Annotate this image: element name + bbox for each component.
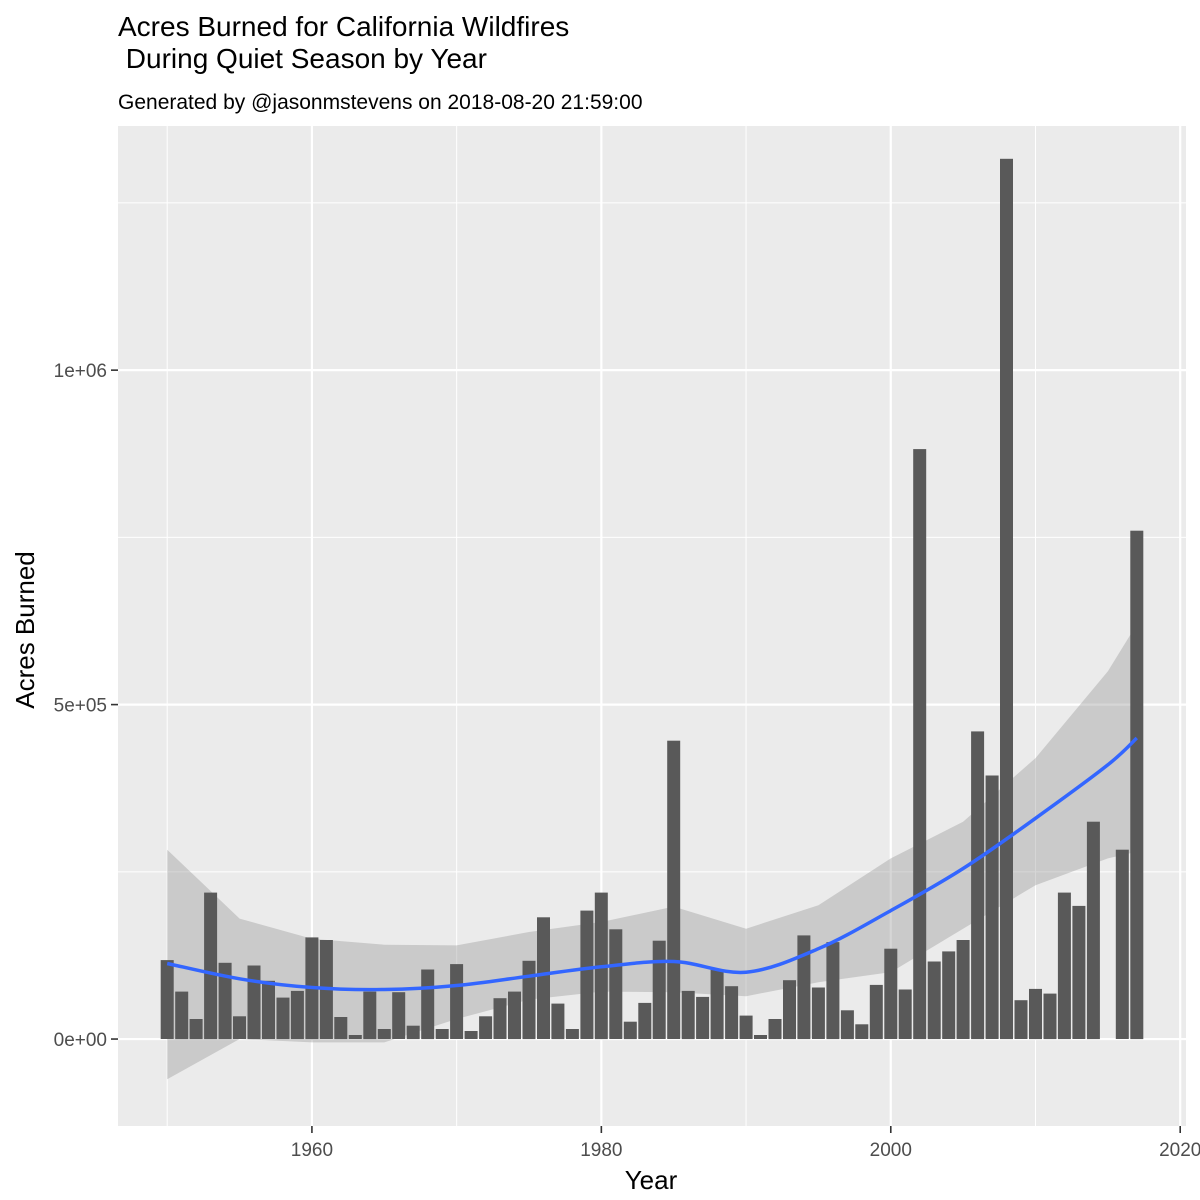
bar-1977 bbox=[551, 1003, 565, 1040]
bar-2003 bbox=[927, 961, 941, 1040]
bar-2000 bbox=[884, 948, 898, 1039]
bar-1969 bbox=[435, 1029, 449, 1039]
x-tick-label: 2000 bbox=[870, 1140, 912, 1161]
bar-2006 bbox=[971, 731, 985, 1040]
bar-1996 bbox=[826, 942, 840, 1040]
bar-1962 bbox=[334, 1017, 348, 1040]
bar-1950 bbox=[160, 960, 174, 1039]
bar-1987 bbox=[696, 996, 710, 1039]
bar-1990 bbox=[739, 1015, 753, 1039]
y-tick-label: 5e+05 bbox=[54, 696, 107, 717]
y-axis-title: Acres Burned bbox=[10, 551, 40, 709]
bar-2008 bbox=[1000, 158, 1013, 1040]
bar-1998 bbox=[855, 1024, 869, 1039]
bar-2017 bbox=[1130, 530, 1144, 1040]
bar-1963 bbox=[348, 1035, 362, 1039]
bar-1973 bbox=[493, 998, 507, 1039]
bar-1984 bbox=[652, 940, 666, 1039]
bar-2002 bbox=[913, 449, 927, 1040]
bar-1988 bbox=[710, 969, 724, 1040]
y-tick-label: 1e+06 bbox=[54, 361, 107, 382]
bar-1986 bbox=[681, 990, 695, 1040]
bar-1976 bbox=[537, 917, 550, 1039]
bar-2005 bbox=[956, 940, 970, 1039]
smooth-trend-line bbox=[166, 736, 1139, 992]
bar-2001 bbox=[898, 989, 912, 1039]
bar-1985 bbox=[667, 740, 681, 1039]
bar-1954 bbox=[218, 962, 232, 1040]
bar-1979 bbox=[580, 910, 594, 1039]
bar-2012 bbox=[1057, 892, 1071, 1040]
bar-1956 bbox=[247, 965, 261, 1040]
bar-1953 bbox=[204, 892, 218, 1040]
bar-1974 bbox=[508, 991, 521, 1040]
x-tick-label: 2020 bbox=[1159, 1140, 1200, 1161]
bar-1951 bbox=[175, 991, 189, 1040]
chart-title-line-1: Acres Burned for California Wildfires bbox=[118, 11, 570, 42]
bar-1991 bbox=[754, 1035, 767, 1039]
bar-1995 bbox=[811, 987, 825, 1039]
bar-1978 bbox=[565, 1029, 579, 1039]
axes-layer: 1960 1980 2000 2020 0e+00 5e+05 1e+06 bbox=[54, 361, 1200, 1161]
bar-1972 bbox=[479, 1016, 493, 1039]
bar-2009 bbox=[1014, 1000, 1028, 1039]
bar-1970 bbox=[450, 964, 464, 1039]
bar-1958 bbox=[276, 997, 290, 1040]
bar-1975 bbox=[522, 960, 536, 1040]
bar-2013 bbox=[1072, 905, 1086, 1039]
x-axis-title: Year bbox=[625, 1165, 678, 1195]
bar-1992 bbox=[768, 1019, 782, 1040]
bar-2011 bbox=[1043, 993, 1057, 1040]
bar-1982 bbox=[623, 1021, 637, 1040]
bar-1965 bbox=[377, 1029, 391, 1039]
bar-1968 bbox=[421, 969, 435, 1040]
bar-1999 bbox=[869, 984, 883, 1040]
bar-1997 bbox=[840, 1010, 854, 1040]
bar-2007 bbox=[985, 775, 999, 1039]
bar-1964 bbox=[363, 991, 377, 1040]
bar-1957 bbox=[262, 980, 275, 1039]
y-tick-label: 0e+00 bbox=[54, 1030, 107, 1051]
bar-1955 bbox=[233, 1016, 246, 1039]
bar-1971 bbox=[464, 1031, 478, 1039]
chart-title-line-2: During Quiet Season by Year bbox=[118, 43, 487, 74]
smooth-line-layer bbox=[166, 736, 1139, 992]
bar-2016 bbox=[1115, 849, 1129, 1039]
chart-subtitle: Generated by @jasonmstevens on 2018-08-2… bbox=[118, 91, 643, 114]
bar-1966 bbox=[392, 992, 406, 1039]
bar-1983 bbox=[638, 1002, 652, 1039]
x-tick-label: 1960 bbox=[291, 1140, 333, 1161]
bar-1993 bbox=[783, 980, 796, 1040]
x-tick-label: 1980 bbox=[580, 1140, 622, 1161]
bar-1959 bbox=[290, 990, 304, 1040]
bar-1952 bbox=[189, 1019, 203, 1040]
bar-1989 bbox=[725, 986, 739, 1039]
bar-1994 bbox=[797, 935, 811, 1040]
bar-1981 bbox=[609, 929, 623, 1039]
bar-2004 bbox=[942, 951, 956, 1039]
bar-2010 bbox=[1029, 988, 1042, 1040]
bar-1967 bbox=[406, 1025, 420, 1040]
bar-2014 bbox=[1086, 821, 1100, 1040]
